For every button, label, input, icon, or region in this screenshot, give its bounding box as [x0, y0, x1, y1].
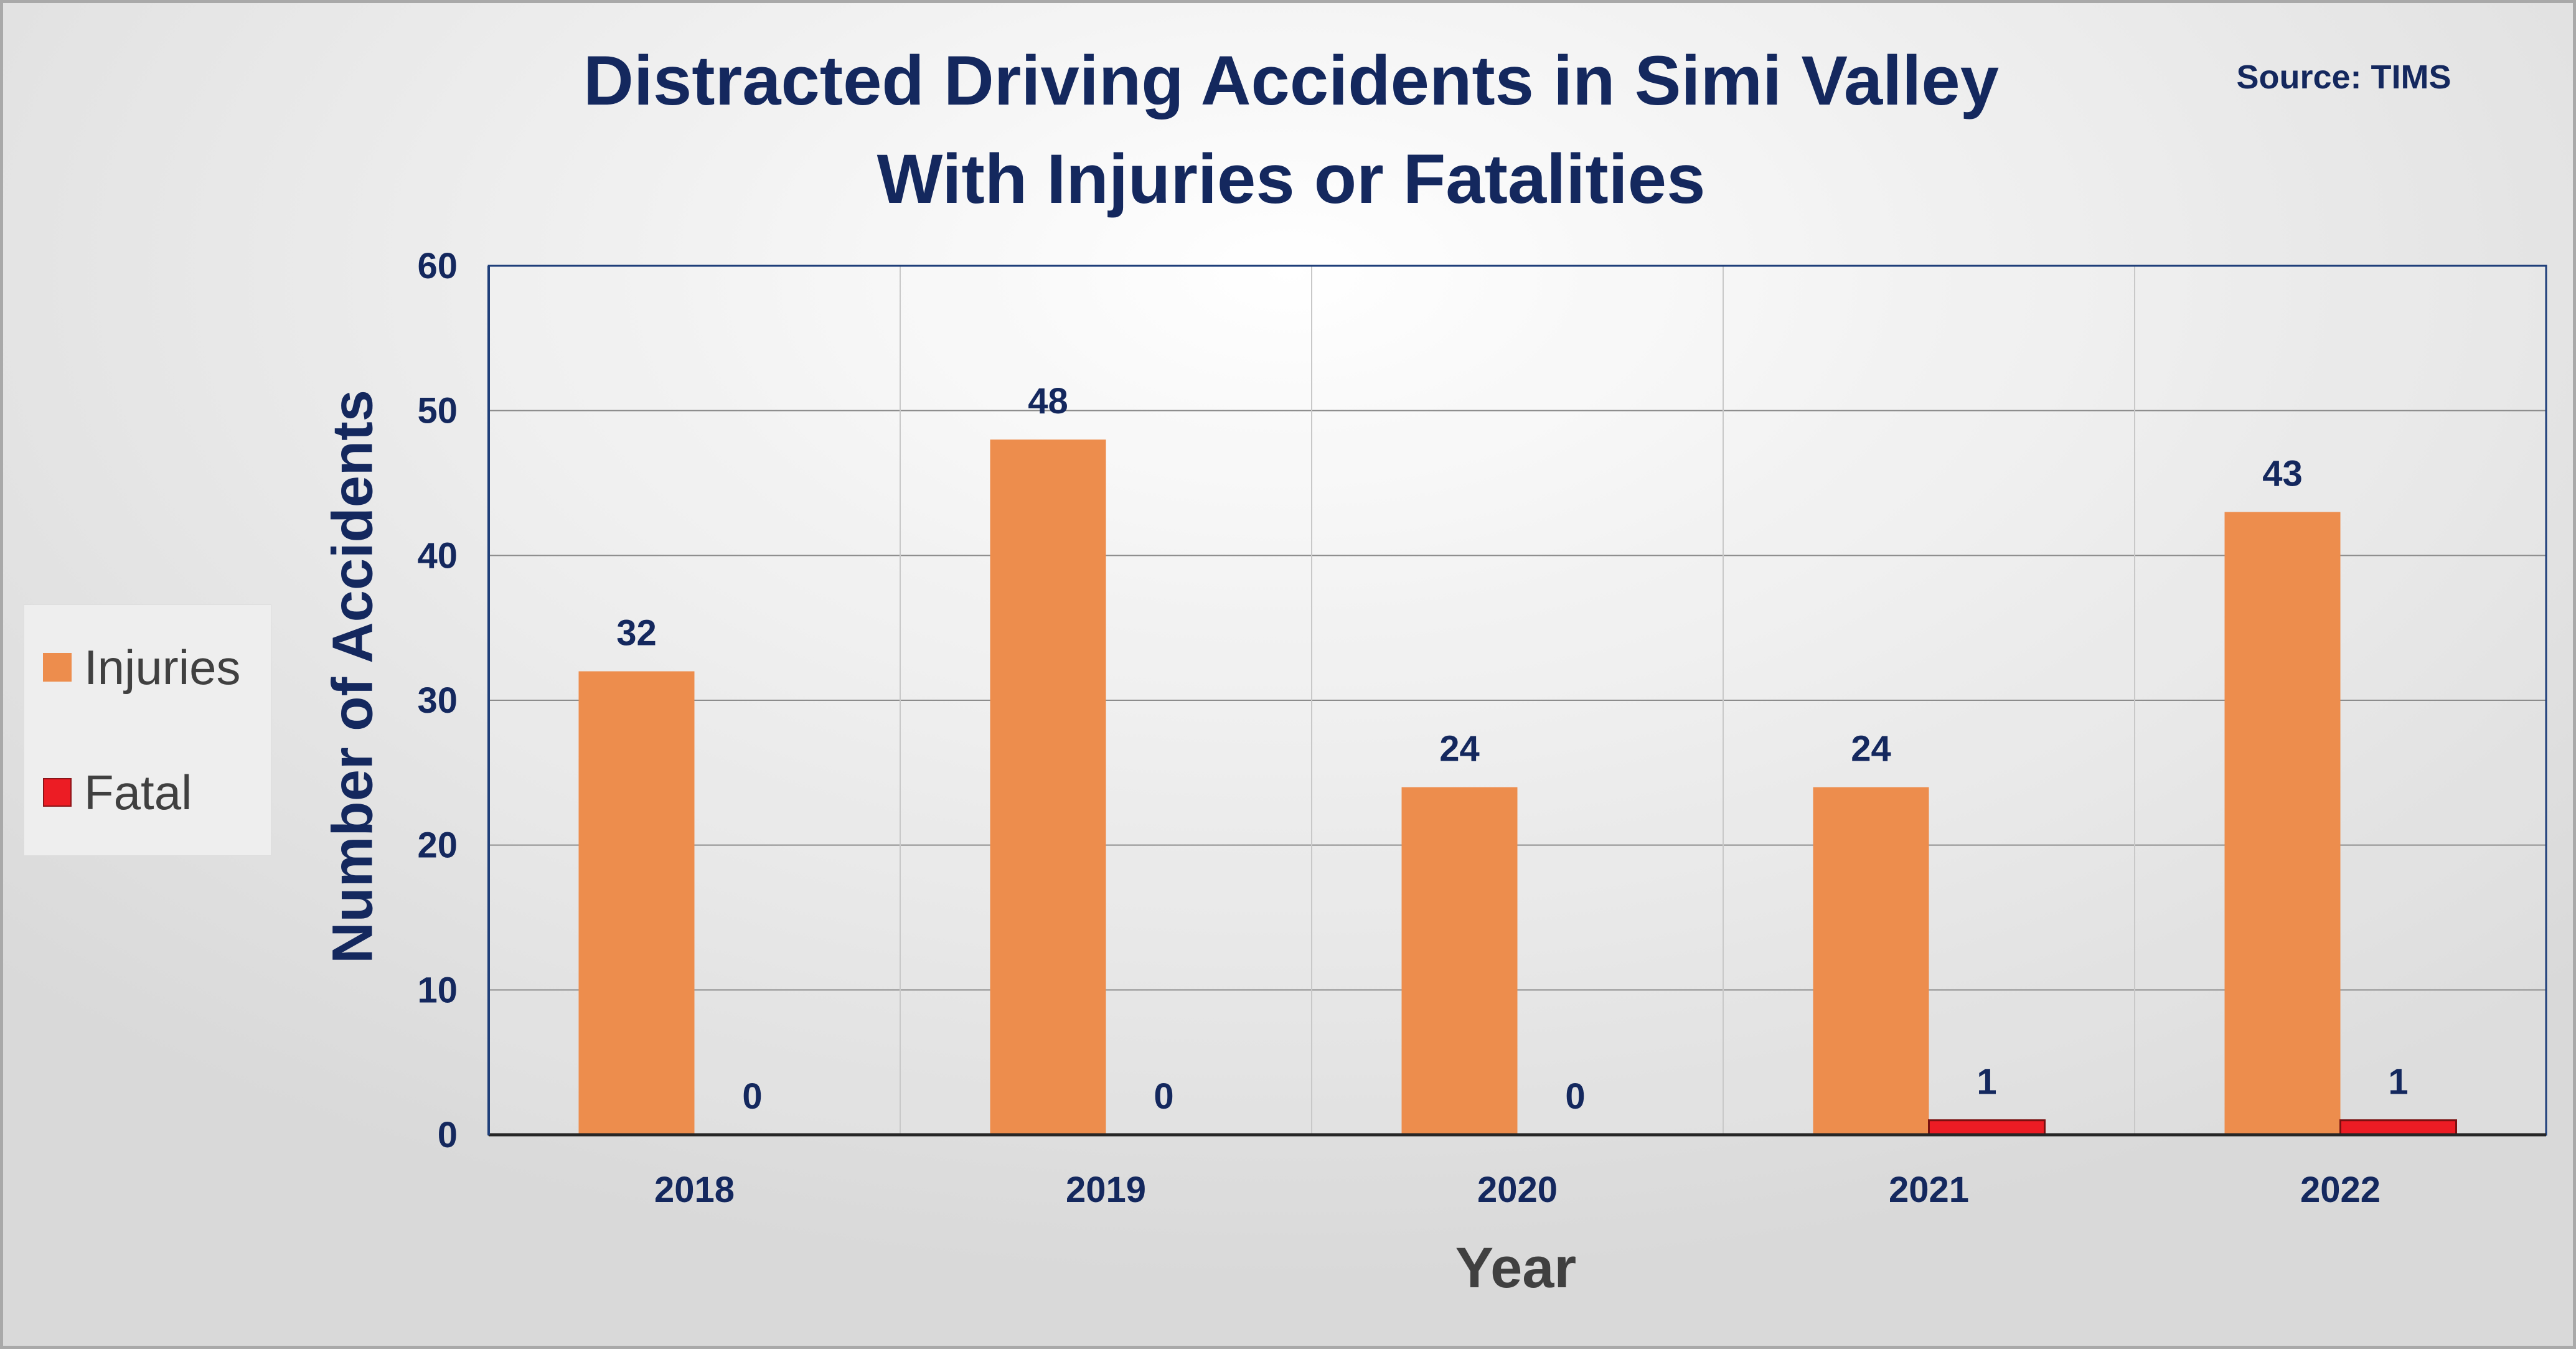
- x-tick-label-2021: 2021: [1889, 1170, 1969, 1210]
- x-tick-label-2022: 2022: [2300, 1170, 2381, 1210]
- legend-label-fatal: Fatal: [84, 764, 192, 820]
- y-tick-label-60: 60: [417, 246, 458, 286]
- legend-item-injuries: Injuries: [43, 640, 240, 695]
- bar-injuries-2018: [578, 671, 695, 1135]
- x-tick-label-2020: 2020: [1477, 1170, 1558, 1210]
- bar-injuries-2020: [1401, 787, 1518, 1135]
- source-note: Source: TIMS: [2236, 59, 2451, 96]
- y-tick-label-50: 50: [417, 391, 458, 431]
- bar-fatal-2021: [1928, 1119, 2046, 1136]
- data-label-fatal-2019: 0: [1154, 1076, 1173, 1117]
- legend-swatch-fatal: [43, 778, 72, 807]
- y-tick-label-30: 30: [417, 680, 458, 721]
- y-axis-title: Number of Accidents: [321, 390, 385, 964]
- bar-injuries-2019: [990, 439, 1106, 1135]
- bar-injuries-2021: [1813, 787, 1929, 1135]
- x-tick-label-2019: 2019: [1066, 1170, 1146, 1210]
- legend-label-injuries: Injuries: [84, 639, 241, 695]
- y-tick-label-0: 0: [438, 1115, 458, 1155]
- y-tick-label-40: 40: [417, 535, 458, 576]
- data-label-injuries-2018: 32: [616, 613, 657, 653]
- x-tick-label-2018: 2018: [654, 1170, 735, 1210]
- chart-title: Distracted Driving Accidents in Simi Val…: [583, 42, 1999, 120]
- bar-fatal-2022: [2339, 1119, 2457, 1136]
- data-label-injuries-2022: 43: [2262, 454, 2303, 494]
- data-label-injuries-2021: 24: [1851, 729, 1891, 769]
- chart-subtitle: With Injuries or Fatalities: [877, 140, 1706, 218]
- legend-item-fatal: Fatal: [43, 765, 192, 820]
- data-label-fatal-2022: 1: [2388, 1062, 2408, 1102]
- data-label-injuries-2020: 24: [1439, 729, 1480, 769]
- bar-injuries-2022: [2224, 512, 2341, 1135]
- legend: Injuries Fatal: [24, 604, 271, 856]
- legend-swatch-injuries: [43, 653, 72, 682]
- chart-plot: 0 10 20 30 40 50 60 32 0 2018 48 0 2019 24 0 2020 24 1 202…: [417, 246, 2547, 1210]
- y-tick-label-20: 20: [417, 825, 458, 866]
- data-label-injuries-2019: 48: [1028, 381, 1068, 421]
- data-label-fatal-2021: 1: [1977, 1062, 1996, 1102]
- data-label-fatal-2020: 0: [1565, 1076, 1585, 1117]
- y-tick-label-10: 10: [417, 970, 458, 1010]
- x-axis-title: Year: [1455, 1236, 1577, 1300]
- data-label-fatal-2018: 0: [742, 1076, 762, 1117]
